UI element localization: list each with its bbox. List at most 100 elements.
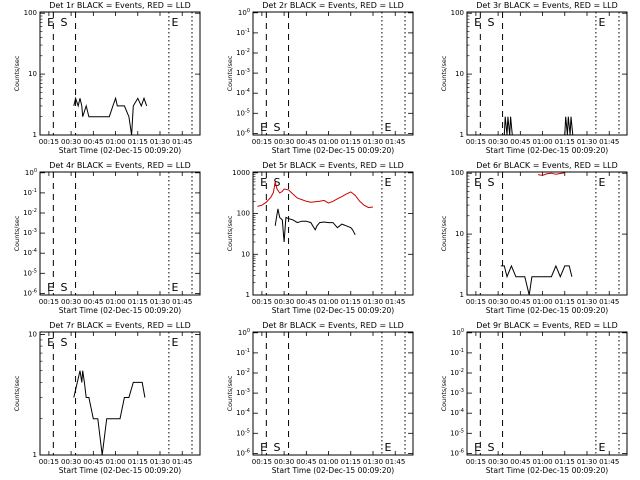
y-tick-label: 10-3 <box>236 68 250 77</box>
y-tick-label: 100 <box>451 169 464 177</box>
x-tick-label: 00:45 <box>296 458 316 466</box>
marker-label: E <box>260 121 267 134</box>
y-axis-label: Counts/sec <box>13 375 21 411</box>
x-tick-label: 00:15 <box>252 458 272 466</box>
x-tick-label: 00:30 <box>488 458 508 466</box>
marker-label: S <box>273 121 280 134</box>
y-tick-label: 1 <box>460 131 464 139</box>
series-line <box>274 208 356 243</box>
y-tick-label: 10-2 <box>236 48 250 57</box>
y-tick-label: 10-4 <box>236 408 250 417</box>
y-axis-label: Counts/sec <box>13 215 21 251</box>
y-tick-label: 10 <box>28 330 37 338</box>
y-tick-label: 1 <box>33 131 37 139</box>
x-tick-label: 01:00 <box>532 138 552 146</box>
x-tick-label: 00:15 <box>39 138 59 146</box>
plot-frame <box>252 11 414 136</box>
y-tick-label: 10-4 <box>23 248 37 257</box>
plot-frame <box>39 331 201 456</box>
x-tick-label: 01:30 <box>363 458 383 466</box>
x-tick-label: 01:45 <box>599 138 619 146</box>
marker-label: E <box>599 176 606 189</box>
x-axis-label: Start Time (02-Dec-15 00:09:20) <box>59 466 181 475</box>
chart-title: Det 8r BLACK = Events, RED = LLD <box>262 321 404 330</box>
y-axis-label: Counts/sec <box>440 375 448 411</box>
x-tick-label: 00:15 <box>466 298 486 306</box>
y-tick-label: 100 <box>24 9 37 17</box>
chart-title: Det 6r BLACK = Events, RED = LLD <box>476 161 618 170</box>
x-tick-label: 00:45 <box>83 298 103 306</box>
series-line <box>73 370 146 456</box>
y-tick-label: 10-1 <box>236 348 250 357</box>
x-axis-label: Start Time (02-Dec-15 00:09:20) <box>486 306 608 315</box>
x-axis-label: Start Time (02-Dec-15 00:09:20) <box>272 146 394 155</box>
marker-label: E <box>260 176 267 189</box>
x-tick-label: 01:30 <box>150 458 170 466</box>
x-tick-label: 00:45 <box>510 458 530 466</box>
y-tick-label: 10-6 <box>236 448 250 457</box>
x-tick-label: 01:45 <box>172 138 192 146</box>
x-tick-label: 01:30 <box>577 298 597 306</box>
x-tick-label: 01:45 <box>385 138 405 146</box>
x-axis-label: Start Time (02-Dec-15 00:09:20) <box>272 306 394 315</box>
y-tick-label: 1 <box>246 291 250 299</box>
x-tick-label: 00:45 <box>510 138 530 146</box>
x-tick-label: 01:15 <box>555 138 575 146</box>
marker-label: E <box>474 176 481 189</box>
chart-title: Det 9r BLACK = Events, RED = LLD <box>476 321 618 330</box>
marker-label: E <box>260 441 267 454</box>
marker-label: E <box>385 176 392 189</box>
x-tick-label: 01:45 <box>599 298 619 306</box>
chart-title: Det 5r BLACK = Events, RED = LLD <box>262 161 404 170</box>
marker-label: E <box>385 121 392 134</box>
x-tick-label: 01:00 <box>318 298 338 306</box>
marker-label: E <box>47 16 54 29</box>
x-tick-label: 01:00 <box>532 458 552 466</box>
y-tick-label: 10 <box>28 70 37 78</box>
chart-panel-6: Det 6r BLACK = Events, RED = LLD 00:15 00:… <box>440 161 628 315</box>
x-tick-label: 01:30 <box>150 298 170 306</box>
y-tick-label: 1 <box>460 291 464 299</box>
x-tick-label: 00:15 <box>466 138 486 146</box>
x-tick-label: 00:15 <box>466 458 486 466</box>
y-tick-label: 10-3 <box>450 388 464 397</box>
x-tick-label: 00:30 <box>488 298 508 306</box>
plot-frame <box>466 11 628 136</box>
y-tick-label: 10 <box>455 230 464 238</box>
x-tick-label: 00:45 <box>296 138 316 146</box>
y-tick-label: 1000 <box>232 169 250 177</box>
marker-label: S <box>487 176 494 189</box>
x-tick-label: 00:30 <box>274 298 294 306</box>
x-tick-label: 00:15 <box>39 458 59 466</box>
x-tick-label: 01:45 <box>385 298 405 306</box>
y-tick-label: 100 <box>451 9 464 17</box>
x-tick-label: 01:30 <box>150 138 170 146</box>
y-tick-label: 10-6 <box>450 448 464 457</box>
marker-label: E <box>599 441 606 454</box>
y-tick-label: 10-1 <box>450 348 464 357</box>
marker-label: S <box>60 16 67 29</box>
y-axis-label: Counts/sec <box>226 215 234 251</box>
x-axis-label: Start Time (02-Dec-15 00:09:20) <box>59 146 181 155</box>
chart-title: Det 4r BLACK = Events, RED = LLD <box>49 161 191 170</box>
y-axis-label: Counts/sec <box>440 215 448 251</box>
plot-frame <box>466 171 628 296</box>
y-tick-label: 10-1 <box>236 28 250 37</box>
x-tick-label: 00:15 <box>252 298 272 306</box>
y-tick-label: 10-2 <box>23 208 37 217</box>
marker-label: E <box>47 281 54 294</box>
plot-frame <box>466 331 628 456</box>
chart-title: Det 2r BLACK = Events, RED = LLD <box>262 1 404 10</box>
y-tick-label: 10-4 <box>450 408 464 417</box>
marker-label: E <box>385 441 392 454</box>
x-tick-label: 01:00 <box>318 138 338 146</box>
y-tick-label: 10-6 <box>23 288 37 297</box>
y-tick-label: 10-1 <box>23 188 37 197</box>
y-tick-label: 10-3 <box>23 228 37 237</box>
x-tick-label: 01:15 <box>128 138 148 146</box>
marker-label: E <box>474 16 481 29</box>
